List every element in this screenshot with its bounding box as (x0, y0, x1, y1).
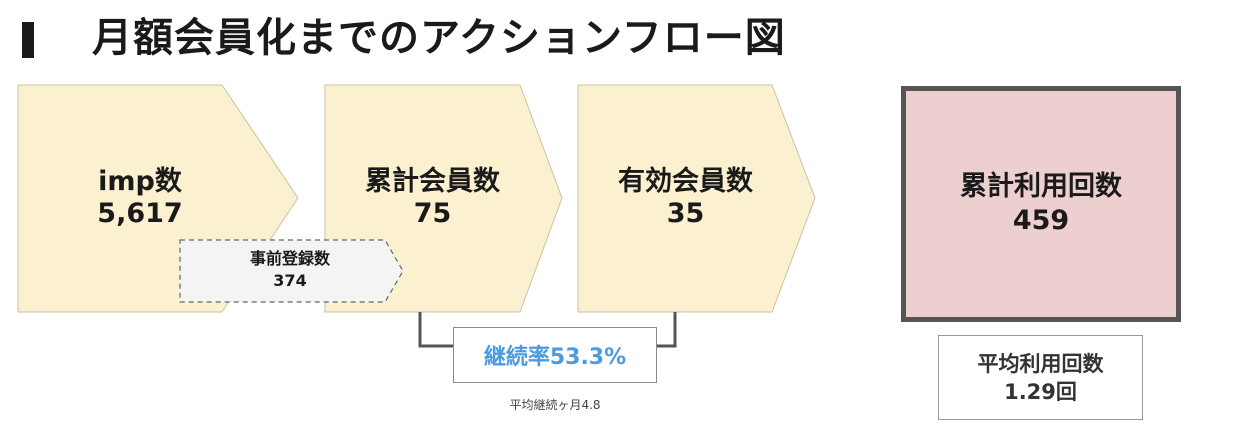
stage-active-members-label: 有効会員数 (618, 166, 753, 197)
title-accent-bar (22, 22, 34, 58)
stage-imp-value: 5,617 (97, 198, 183, 229)
stage-active-members-shape (577, 84, 816, 313)
retention-connector (418, 312, 453, 348)
stage-imp-label: imp数 (98, 166, 182, 197)
pre-registration-label: 事前登録数 (249, 249, 330, 268)
pre-registration-shape (179, 239, 404, 303)
retention-note: 平均継続ヶ月4.8 (509, 398, 601, 412)
usage-total-box: 累計利用回数 459 (901, 86, 1181, 322)
usage-total-value: 459 (1012, 205, 1070, 236)
usage-total-label: 累計利用回数 (960, 171, 1122, 202)
retention-rate-box: 継続率53.3% (453, 327, 657, 383)
stage-active-members: 有効会員数 35 (578, 166, 793, 230)
retention-rate-label: 継続率53.3% (483, 345, 627, 370)
stage-cumulative-members-value: 75 (413, 198, 452, 229)
stage-imp: imp数 5,617 (40, 166, 240, 230)
usage-average-value: 1.29回 (1004, 379, 1077, 404)
retention-connector-right (657, 312, 677, 348)
stage-active-members-value: 35 (666, 198, 705, 229)
pre-registration-value: 374 (273, 271, 307, 290)
stage-cumulative-members: 累計会員数 75 (325, 166, 540, 230)
page-title: 月額会員化までのアクションフロー図 (92, 15, 786, 61)
usage-average-label: 平均利用回数 (977, 351, 1104, 376)
usage-average-box: 平均利用回数 1.29回 (938, 335, 1143, 420)
pre-registration-box: 事前登録数 374 (180, 240, 400, 302)
stage-cumulative-members-label: 累計会員数 (365, 166, 500, 197)
